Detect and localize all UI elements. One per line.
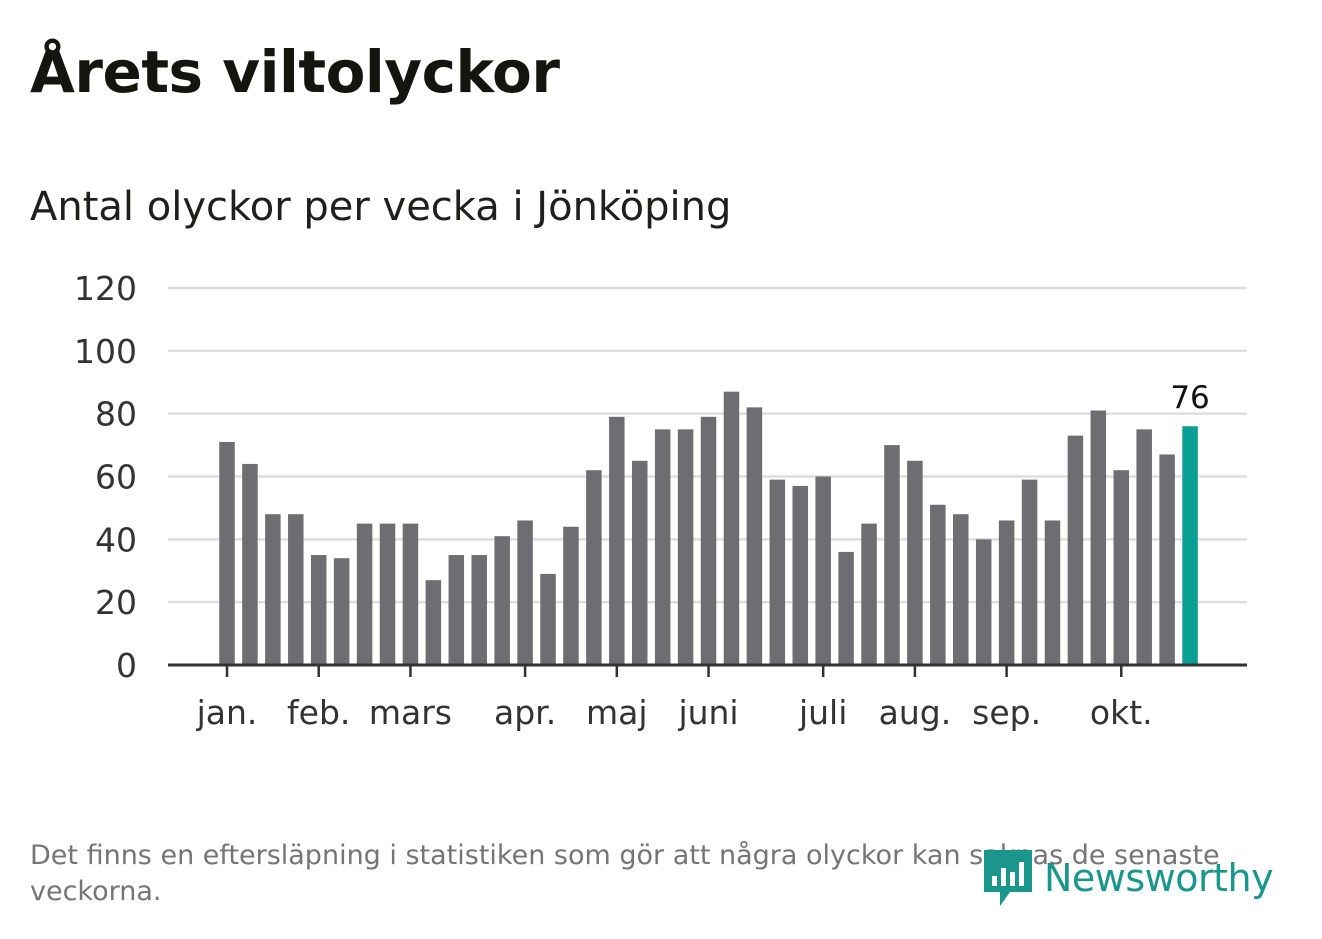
bar-week-9 <box>402 523 419 665</box>
x-tick-label-4: feb. <box>287 693 350 732</box>
bar-week-40 <box>1113 470 1130 665</box>
bar-week-20 <box>654 429 671 665</box>
x-tick-label-34: sep. <box>972 693 1041 732</box>
y-tick-label-100: 100 <box>74 332 137 371</box>
bar-week-3 <box>265 514 281 665</box>
bar-week-19 <box>631 460 648 665</box>
x-tick-label-26: juli <box>798 693 847 732</box>
bar-week-22 <box>700 416 717 665</box>
y-tick-label-60: 60 <box>95 458 137 497</box>
bar-week-15 <box>540 573 556 665</box>
bar-week-36 <box>1021 479 1038 665</box>
bar-week-37 <box>1044 520 1061 665</box>
bar-week-21 <box>677 429 694 665</box>
x-tick-label-17: maj <box>586 693 648 732</box>
data-label-highlight: 76 <box>1170 380 1209 416</box>
bar-week-30 <box>884 445 900 665</box>
bar-week-29 <box>861 523 877 665</box>
bar-week-25 <box>769 479 786 665</box>
y-tick-label-20: 20 <box>95 583 137 622</box>
bar-week-32 <box>930 504 946 665</box>
bar-week-4 <box>288 514 304 665</box>
bar-week-41 <box>1136 429 1152 665</box>
speech-bubble-bar-chart-icon <box>984 850 1032 906</box>
bar-week-8 <box>379 523 396 665</box>
bar-week-1 <box>219 441 235 665</box>
bar-week-26 <box>792 485 808 665</box>
y-tick-label-0: 0 <box>116 646 137 685</box>
bar-week-23 <box>723 391 740 665</box>
bar-week-18 <box>609 416 625 665</box>
bar-week-12 <box>471 555 487 665</box>
brand-name: Newsworthy <box>1044 856 1274 900</box>
bar-week-43 <box>1182 426 1198 665</box>
bar-week-11 <box>448 555 465 665</box>
y-tick-label-80: 80 <box>95 395 137 434</box>
bar-week-35 <box>998 520 1015 665</box>
x-tick-label-8: mars <box>369 693 452 732</box>
bar-week-10 <box>425 580 442 665</box>
x-tick-label-30: aug. <box>879 693 952 732</box>
y-tick-label-40: 40 <box>95 520 137 559</box>
bar-week-42 <box>1159 454 1175 665</box>
bar-week-34 <box>975 539 992 665</box>
bar-week-6 <box>333 558 350 665</box>
x-tick-label-0: jan. <box>196 693 258 732</box>
chart-subtitle: Antal olyckor per vecka i Jönköping <box>30 184 732 230</box>
bar-week-33 <box>953 514 969 665</box>
bar-week-28 <box>838 551 854 665</box>
x-tick-label-39: okt. <box>1090 693 1153 732</box>
bar-week-7 <box>356 523 373 665</box>
bar-week-17 <box>586 470 602 665</box>
y-tick-label-120: 120 <box>74 269 137 308</box>
bar-week-38 <box>1067 435 1084 665</box>
x-tick-label-21: juni <box>677 693 738 732</box>
bar-week-39 <box>1090 410 1107 665</box>
bar-week-2 <box>242 463 258 665</box>
bar-week-16 <box>563 526 579 665</box>
bar-week-24 <box>746 407 763 665</box>
x-tick-label-13: apr. <box>494 693 556 732</box>
bars <box>219 391 1198 665</box>
bar-week-13 <box>494 536 510 665</box>
newsworthy-logo: Newsworthy <box>980 846 1274 910</box>
bar-week-5 <box>310 555 327 665</box>
bar-week-14 <box>517 520 533 665</box>
y-axis-ticks: 0 20 40 60 80 100 120 <box>74 269 137 685</box>
chart-title: Årets viltolyckor <box>30 38 560 106</box>
data-labels: 76 <box>1170 380 1209 416</box>
bar-week-27 <box>815 476 831 665</box>
x-axis-ticks: jan. feb. mars apr. maj juni juli aug. sep. okt. <box>196 665 1153 732</box>
bar-week-31 <box>907 460 923 665</box>
